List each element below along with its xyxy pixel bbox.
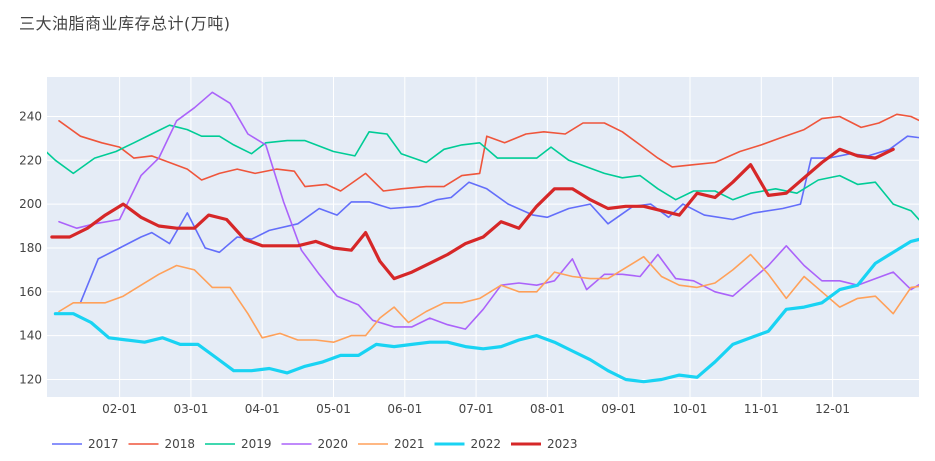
x-tick-label: 11-01	[744, 402, 779, 416]
legend-label: 2023	[547, 437, 578, 451]
legend-label: 2017	[88, 437, 119, 451]
legend-item-2020[interactable]: 2020	[281, 437, 349, 451]
legend-label: 2022	[471, 437, 502, 451]
chart-title: 三大油脂商业库存总计(万吨)	[19, 14, 231, 33]
legend-item-2021[interactable]: 2021	[358, 437, 425, 451]
legend-label: 2021	[394, 437, 425, 451]
x-tick-label: 06-01	[387, 402, 422, 416]
y-tick-label: 140	[19, 329, 42, 343]
y-tick-label: 240	[19, 109, 42, 123]
series-line-2023	[50, 147, 895, 281]
y-tick-label: 160	[19, 285, 42, 299]
x-tick-label: 12-01	[815, 402, 850, 416]
x-tick-label: 05-01	[316, 402, 351, 416]
x-tick-label: 04-01	[245, 402, 280, 416]
legend-label: 2019	[241, 437, 272, 451]
legend-label: 2018	[165, 437, 196, 451]
y-tick-label: 120	[19, 372, 42, 386]
x-tick-label: 02-01	[102, 402, 137, 416]
x-tick-label: 07-01	[459, 402, 494, 416]
x-tick-label: 08-01	[530, 402, 565, 416]
series-line-2022	[53, 237, 919, 384]
series-line-2020	[58, 91, 919, 330]
legend-item-2023[interactable]: 2023	[511, 437, 578, 451]
y-tick-label: 200	[19, 197, 42, 211]
legend-item-2018[interactable]: 2018	[128, 437, 196, 451]
series-line-2021	[58, 253, 919, 344]
legend-item-2019[interactable]: 2019	[205, 437, 272, 451]
x-tick-label: 03-01	[173, 402, 208, 416]
y-tick-label: 220	[19, 153, 42, 167]
axis-tick-labels: 120 140 160 180 200 220 240 02-01 03-01 04-01 05-0…	[19, 109, 850, 416]
legend: 2017 2018 2019 2020 2021 2022 2023	[52, 437, 578, 451]
y-tick-label: 180	[19, 241, 42, 255]
x-tick-label: 10-01	[673, 402, 708, 416]
legend-item-2017[interactable]: 2017	[52, 437, 119, 451]
series-lines	[47, 91, 919, 384]
x-tick-label: 09-01	[601, 402, 636, 416]
legend-item-2022[interactable]: 2022	[434, 437, 502, 451]
series-line-2019	[47, 124, 919, 221]
legend-label: 2020	[318, 437, 349, 451]
series-line-2018	[58, 113, 919, 192]
